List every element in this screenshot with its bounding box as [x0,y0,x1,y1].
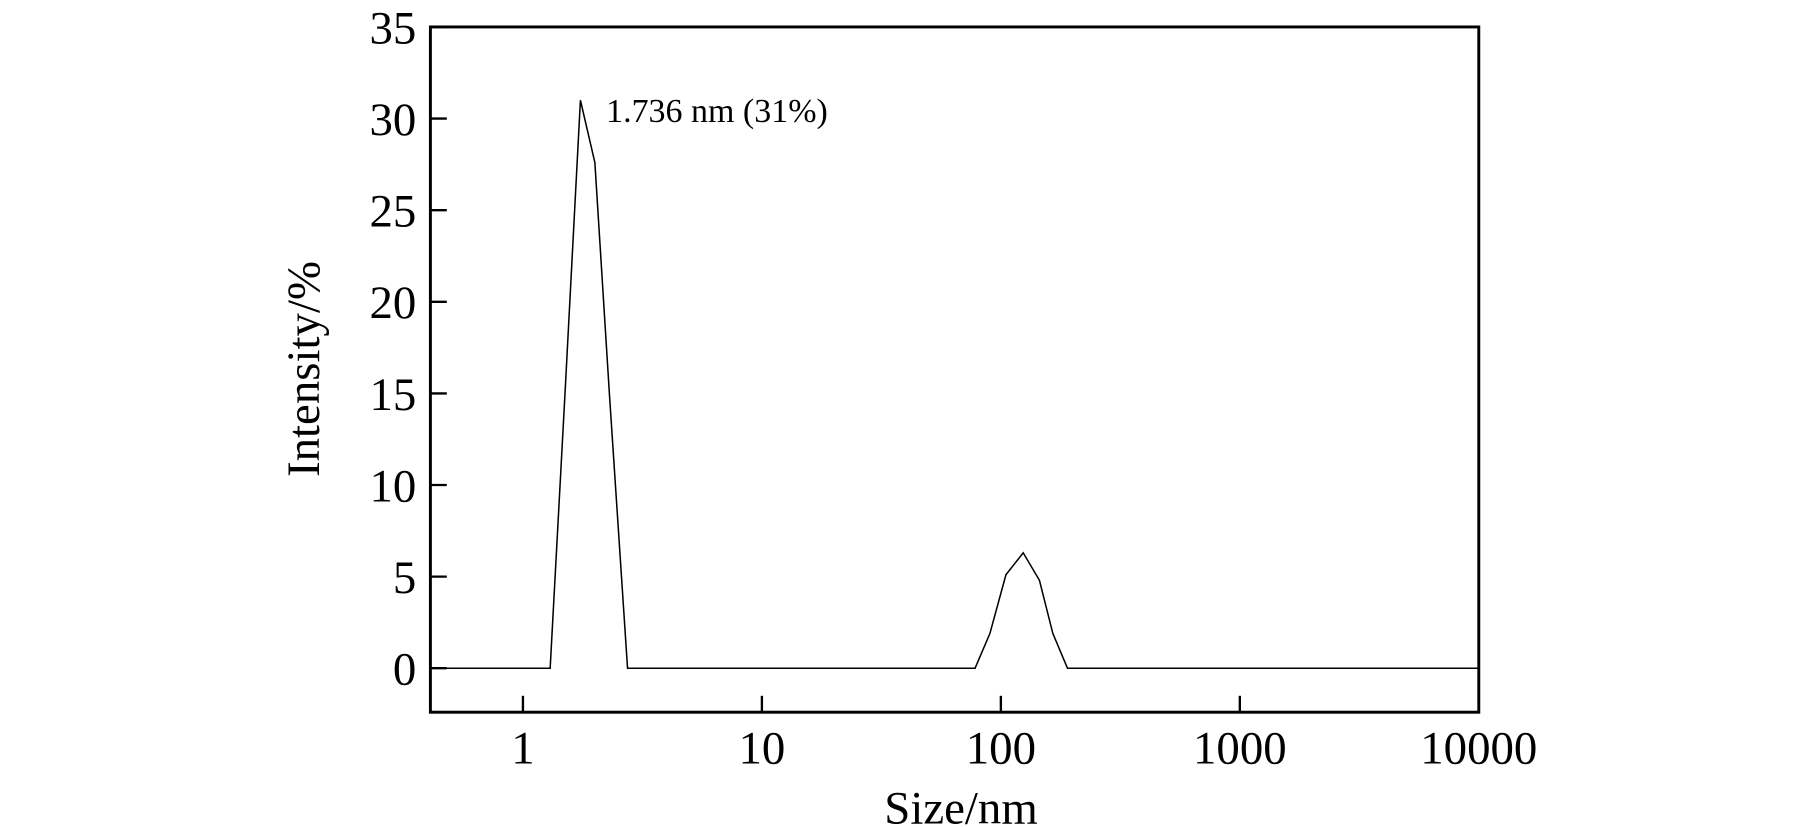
plot-frame [428,25,1481,714]
y-tick-label: 25 [370,186,417,238]
y-tick-label: 30 [370,94,417,146]
x-tick-label: 10000 [1420,723,1537,775]
x-axis-label: Size/nm [884,782,1038,827]
y-tick-label: 0 [393,644,416,696]
x-tick-label: 100 [966,723,1036,775]
x-tick-label: 1000 [1193,723,1287,775]
y-tick-label: 35 [370,2,417,54]
data-line [430,100,1479,669]
x-tick-label: 10 [738,723,785,775]
y-tick-label: 15 [370,369,417,421]
y-axis-label: Intensity/% [278,261,330,477]
y-tick-label: 5 [393,552,416,604]
y-tick-label: 10 [370,460,417,512]
y-tick-label: 20 [370,277,417,329]
x-tick-label: 1 [511,723,534,775]
annotation: 1.736 nm (31%) [606,93,828,130]
